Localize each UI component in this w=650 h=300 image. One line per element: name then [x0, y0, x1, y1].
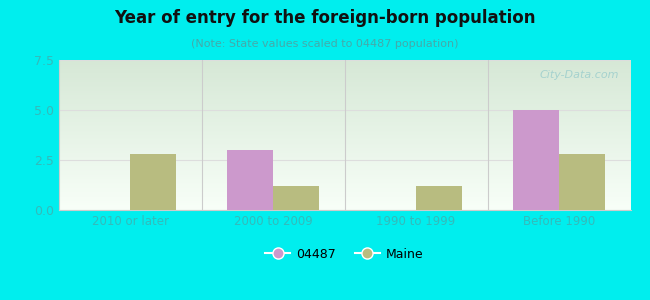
- Bar: [273, 186, 318, 210]
- Legend: 04487, Maine: 04487, Maine: [259, 241, 430, 267]
- Bar: [130, 154, 176, 210]
- Text: (Note: State values scaled to 04487 population): (Note: State values scaled to 04487 popu…: [191, 39, 459, 49]
- Bar: [227, 150, 273, 210]
- Bar: [416, 186, 462, 210]
- Bar: [514, 110, 559, 210]
- Text: City-Data.com: City-Data.com: [540, 70, 619, 80]
- Text: Year of entry for the foreign-born population: Year of entry for the foreign-born popul…: [114, 9, 536, 27]
- Bar: [559, 154, 604, 210]
